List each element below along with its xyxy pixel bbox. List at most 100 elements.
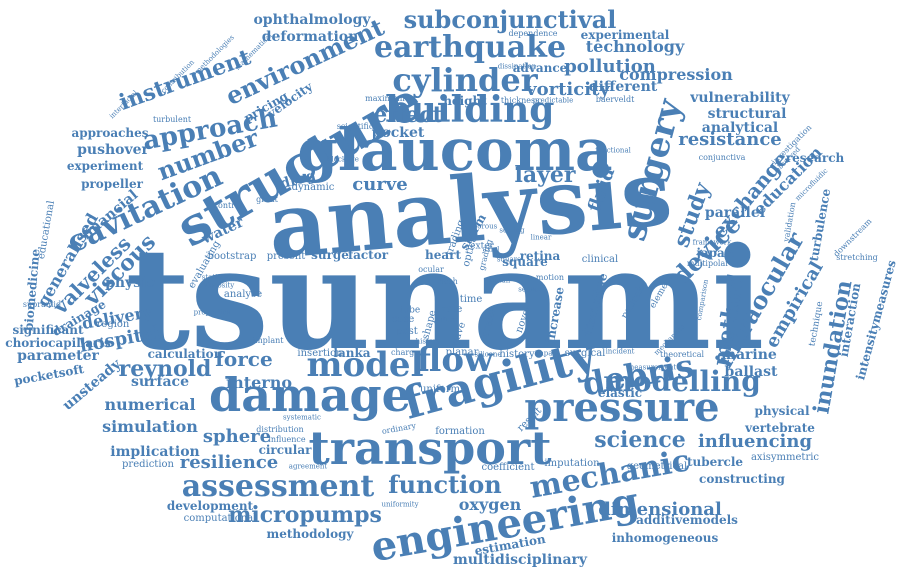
word-butan: butan xyxy=(489,276,511,285)
word-force: force xyxy=(215,347,273,371)
word-compression: compression xyxy=(619,65,733,84)
word-predictable: predictable xyxy=(532,96,574,105)
word-incident: incident xyxy=(605,347,635,356)
word-framework: framework xyxy=(692,238,732,247)
word-multipolar: multipolar xyxy=(686,259,730,268)
word-constructing: constructing xyxy=(699,472,785,486)
word-circular: circular xyxy=(258,443,312,457)
word-effect: effect xyxy=(373,102,443,128)
word-reynold: reynold xyxy=(118,356,212,382)
word-experimental: experimental xyxy=(580,28,670,42)
word-dynamic: dynamic xyxy=(291,182,335,193)
word-lanka: lanka xyxy=(333,346,371,360)
word-flow: flow xyxy=(416,340,494,380)
word-damage: damage xyxy=(209,368,411,422)
word-suture: suture xyxy=(434,315,458,324)
word-pushover: pushover xyxy=(77,142,149,158)
word-different: different xyxy=(588,79,658,95)
word-physic: physic xyxy=(105,275,155,291)
word-elastic: elastic xyxy=(597,386,643,400)
word-implant: implant xyxy=(252,336,284,345)
word-height: height xyxy=(443,94,487,108)
word-educational: educational xyxy=(35,199,58,261)
word-ocular: ocular xyxy=(418,265,444,274)
word-motion: motion xyxy=(535,273,565,282)
word-sphere: sphere xyxy=(202,426,272,447)
word-factor: factor xyxy=(347,248,389,262)
word-history: history xyxy=(499,349,535,360)
word-conjunctiva: conjunctiva xyxy=(698,153,746,162)
word-influence: influence xyxy=(268,435,306,444)
word-pollution: pollution xyxy=(564,56,656,77)
word-geometrical: geometrical xyxy=(626,461,688,472)
word-parameter: parameter xyxy=(17,348,99,364)
word-clinical: clinical xyxy=(581,254,619,265)
word-surge: surge xyxy=(311,248,349,262)
word-cylinder: cylinder xyxy=(392,61,538,99)
word-calculation: calculation xyxy=(147,347,223,361)
word-time: time xyxy=(459,294,483,305)
word-agreement: agreement xyxy=(288,462,328,471)
word-past: past xyxy=(396,326,418,337)
word-baerveldt: baerveldt xyxy=(595,95,635,104)
word-pressure: pressure xyxy=(524,384,720,431)
word-scaling: scaling xyxy=(499,226,525,235)
word-oxygen: oxygen xyxy=(458,495,522,514)
word-axisymmetric: axisymmetric xyxy=(750,452,820,463)
word-resistance: resistance xyxy=(678,129,782,150)
word-thickness: thickness xyxy=(500,96,540,105)
word-great: great xyxy=(256,195,278,204)
word-rate: rate xyxy=(441,304,463,315)
word-control: control xyxy=(213,201,243,210)
word-present: present xyxy=(266,251,306,262)
word-research: research xyxy=(785,151,845,165)
word-heart: heart xyxy=(425,248,461,262)
word-bootstrap: bootstrap xyxy=(207,251,257,262)
word-dimensional: dimensional xyxy=(598,499,722,520)
word-influencing: influencing xyxy=(697,431,813,452)
word-science: science xyxy=(594,427,686,453)
word-distribution: distribution xyxy=(256,425,304,434)
word-vulnerability: vulnerability xyxy=(690,90,790,106)
word-subconjunctival: subconjunctival xyxy=(403,5,617,34)
word-intensitymeasures: intensitymeasures xyxy=(853,258,899,382)
word-glaucoma: glaucoma xyxy=(297,116,613,184)
word-curve: curve xyxy=(352,174,408,195)
word-inhomogeneous: inhomogeneous xyxy=(611,531,719,545)
word-charge: charge xyxy=(390,348,420,357)
word-vertebrate: vertebrate xyxy=(745,421,815,435)
word-implication: implication xyxy=(110,444,200,460)
word-additivemodels: additivemodels xyxy=(636,513,738,527)
word-coefficient: coefficient xyxy=(481,462,535,473)
word-parallel: parallel xyxy=(704,205,766,221)
word-properties: properties xyxy=(193,308,231,317)
word-impact: impact xyxy=(534,349,560,358)
word-tsunami: tsunami xyxy=(125,218,765,382)
word-building: building xyxy=(385,89,555,131)
word-tubercle: tubercle xyxy=(686,455,744,469)
word-maximum: maximum xyxy=(365,94,405,103)
word-surgical: surgical xyxy=(564,348,606,359)
word-axial: axial xyxy=(482,245,500,254)
word-vorticity: vorticity xyxy=(526,79,610,100)
word-uniformity: uniformity xyxy=(381,500,419,509)
word-history: history xyxy=(415,337,441,346)
word-supramid: supramid xyxy=(22,300,62,309)
word-approaches: approaches xyxy=(71,126,149,140)
word-square: square xyxy=(496,255,522,264)
word-linear: linear xyxy=(530,233,552,242)
word-numerical: numerical xyxy=(104,395,196,414)
word-resilience: resilience xyxy=(179,452,279,473)
word-structural: structural xyxy=(707,106,787,122)
word-planar: planar xyxy=(445,347,479,358)
word-propeller: propeller xyxy=(81,177,143,191)
word-turbulence: turbulence xyxy=(806,187,834,263)
word-tube: tube xyxy=(399,305,421,316)
word-turbulent: turbulent xyxy=(152,115,192,124)
word-silicone: silicone xyxy=(474,350,502,359)
word-interno: interno xyxy=(225,373,293,392)
word-development: development xyxy=(166,499,254,513)
word-imputation: imputation xyxy=(544,458,600,469)
word-prediction: prediction xyxy=(122,459,174,470)
word-dissipation: dissipation xyxy=(497,62,537,71)
